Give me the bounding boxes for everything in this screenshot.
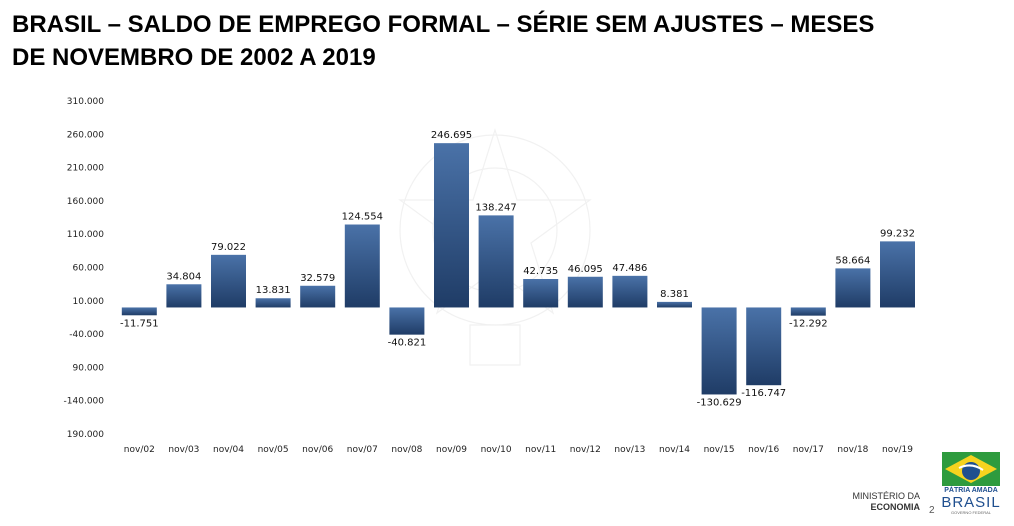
x-tick-label: nov/06 bbox=[302, 445, 333, 455]
bar bbox=[211, 254, 246, 308]
bar bbox=[434, 143, 469, 308]
y-tick-label: 160.000 bbox=[67, 197, 104, 207]
x-tick-label: nov/07 bbox=[347, 445, 378, 455]
data-label: 32.579 bbox=[300, 273, 335, 284]
bar bbox=[344, 224, 380, 308]
x-tick-label: nov/14 bbox=[659, 445, 690, 455]
x-tick-label: nov/05 bbox=[258, 445, 289, 455]
ministry-line2: ECONOMIA bbox=[870, 502, 921, 512]
bar bbox=[121, 307, 157, 316]
y-tick-label: 210.000 bbox=[67, 164, 104, 174]
y-tick-label: -40.000 bbox=[69, 330, 104, 340]
x-tick-label: nov/17 bbox=[793, 445, 824, 455]
data-label: 58.664 bbox=[835, 255, 870, 266]
bar bbox=[790, 307, 826, 316]
x-tick-label: nov/09 bbox=[436, 445, 467, 455]
page-number: 2 bbox=[929, 505, 935, 516]
y-tick-label: 260.000 bbox=[67, 130, 104, 140]
y-tick-label: 190.000 bbox=[67, 430, 104, 440]
y-tick-label: 10.000 bbox=[73, 297, 105, 307]
y-tick-label: 60.000 bbox=[73, 264, 105, 274]
x-tick-label: nov/02 bbox=[124, 445, 155, 455]
data-label: 138.247 bbox=[475, 202, 516, 213]
ministry-line1: MINISTÉRIO DA bbox=[852, 491, 920, 501]
bar bbox=[567, 276, 603, 308]
bar bbox=[300, 285, 336, 308]
x-tick-label: nov/19 bbox=[882, 445, 913, 455]
x-tick-label: nov/04 bbox=[213, 445, 244, 455]
x-tick-label: nov/18 bbox=[837, 445, 868, 455]
bar bbox=[255, 298, 291, 308]
bar bbox=[746, 307, 782, 386]
data-label: -130.629 bbox=[697, 397, 742, 408]
data-label: 46.095 bbox=[568, 264, 603, 275]
ministry-label: MINISTÉRIO DA ECONOMIA bbox=[830, 491, 920, 513]
data-label: 79.022 bbox=[211, 242, 246, 253]
y-tick-label: 90.000 bbox=[73, 363, 105, 373]
data-label: 42.735 bbox=[523, 266, 558, 277]
data-label: 13.831 bbox=[256, 285, 291, 296]
bar bbox=[835, 268, 871, 308]
brazil-flag-icon bbox=[942, 452, 1000, 486]
y-tick-label: -140.000 bbox=[64, 397, 105, 407]
data-label: -40.821 bbox=[388, 338, 427, 349]
data-label: 99.232 bbox=[880, 228, 915, 239]
logo-line2: BRASIL bbox=[941, 494, 1001, 511]
bar bbox=[701, 307, 737, 395]
patria-amada-brasil-logo: PÁTRIA AMADA BRASIL GOVERNO FEDERAL bbox=[940, 452, 1002, 522]
x-tick-label: nov/12 bbox=[570, 445, 601, 455]
x-tick-label: nov/15 bbox=[704, 445, 735, 455]
bar bbox=[166, 284, 202, 308]
logo-line1: PÁTRIA AMADA bbox=[944, 487, 998, 494]
bar bbox=[523, 278, 559, 308]
x-tick-label: nov/16 bbox=[748, 445, 779, 455]
data-label: 47.486 bbox=[612, 263, 647, 274]
bar bbox=[880, 241, 915, 308]
y-tick-label: 110.000 bbox=[67, 230, 104, 240]
x-tick-label: nov/11 bbox=[525, 445, 556, 455]
data-label: -116.747 bbox=[741, 388, 786, 399]
data-label: 124.554 bbox=[342, 212, 383, 223]
x-tick-label: nov/10 bbox=[481, 445, 512, 455]
bar bbox=[657, 301, 692, 308]
data-label: 246.695 bbox=[431, 130, 472, 141]
data-label: -11.751 bbox=[120, 318, 159, 329]
x-tick-label: nov/13 bbox=[614, 445, 645, 455]
bar bbox=[389, 307, 425, 335]
logo-line3: GOVERNO FEDERAL bbox=[950, 510, 991, 515]
bar-chart: 310.000 260.000 210.000 160.000 110.000 60.00… bbox=[64, 97, 915, 455]
bar bbox=[478, 215, 514, 308]
data-label: -12.292 bbox=[789, 319, 828, 330]
data-label: 34.804 bbox=[166, 271, 201, 282]
x-tick-label: nov/03 bbox=[168, 445, 199, 455]
x-tick-label: nov/08 bbox=[391, 445, 422, 455]
bar bbox=[612, 275, 648, 308]
data-label: 8.381 bbox=[660, 289, 689, 300]
y-tick-label: 310.000 bbox=[67, 97, 104, 107]
page-title: BRASIL – SALDO DE EMPREGO FORMAL – SÉRIE… bbox=[12, 11, 875, 71]
